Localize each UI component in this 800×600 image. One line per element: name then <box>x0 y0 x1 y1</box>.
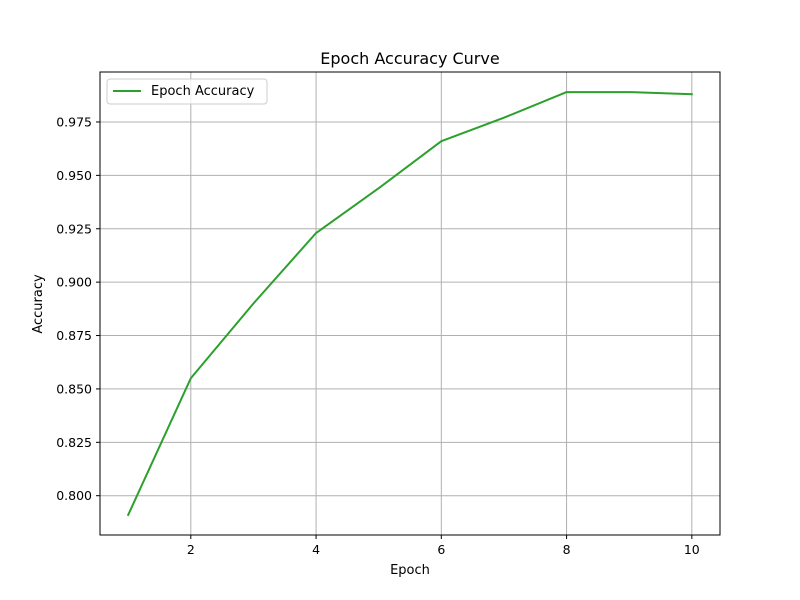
y-tick-label: 0.975 <box>56 114 92 129</box>
series-line-epoch-accuracy <box>126 91 693 517</box>
y-tick-label: 0.850 <box>56 381 92 396</box>
x-tick-label: 10 <box>684 542 700 557</box>
axes <box>99 71 721 536</box>
y-tick-label: 0.800 <box>56 488 92 503</box>
y-tick-label: 0.925 <box>56 221 92 236</box>
axis-ticks: 2 4 6 8 10 0.800 0.825 0.850 0.875 0.900 0.925 0.95… <box>56 114 700 557</box>
legend-box <box>106 78 268 105</box>
legend: Epoch Accuracy <box>106 78 268 105</box>
plot-frame <box>99 71 721 536</box>
x-tick-label: 4 <box>312 542 320 557</box>
data-series <box>126 91 693 517</box>
y-tick-label: 0.900 <box>56 275 92 290</box>
y-axis-label: Accuracy <box>31 274 46 334</box>
x-tick-label: 6 <box>437 542 445 557</box>
y-tick-label: 0.950 <box>56 168 92 183</box>
x-tick-label: 8 <box>563 542 571 557</box>
legend-label-epoch-accuracy: Epoch Accuracy <box>151 84 255 99</box>
y-tick-label: 0.875 <box>56 328 92 343</box>
x-tick-label: 2 <box>187 542 195 557</box>
grid-lines <box>100 72 720 535</box>
chart-title: Epoch Accuracy Curve <box>320 49 499 68</box>
y-tick-label: 0.825 <box>56 435 92 450</box>
x-axis-label: Epoch <box>390 563 430 578</box>
